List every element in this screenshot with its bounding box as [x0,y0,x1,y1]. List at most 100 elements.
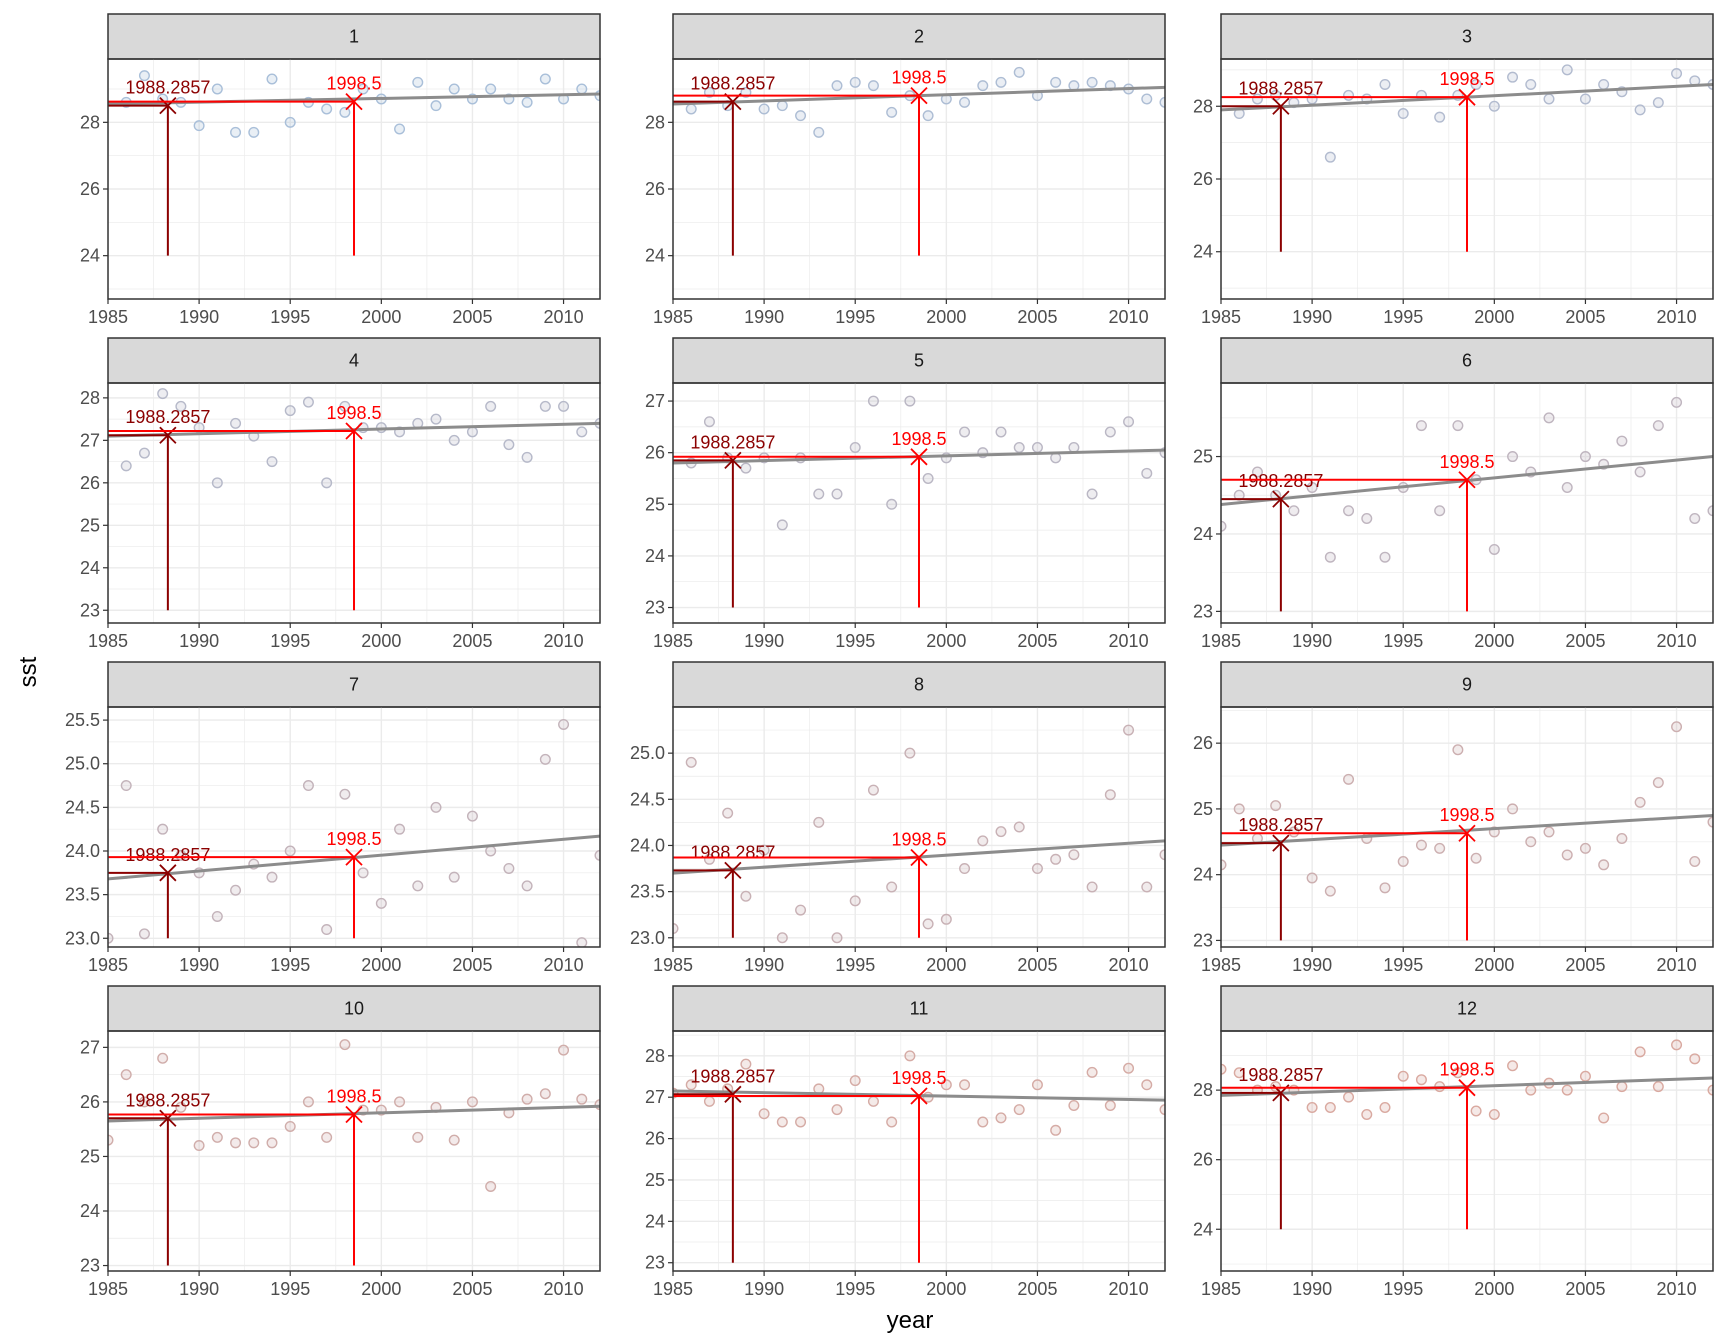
x-tick-label: 1995 [270,1279,310,1299]
panel-strip-label: 8 [914,675,924,695]
data-point [1634,1046,1646,1058]
panel-strip-label: 1 [349,27,359,47]
marker-cross [159,1109,177,1127]
y-tick-label: 25.0 [630,743,665,763]
x-tick-label: 1990 [179,307,219,327]
data-point [1050,1124,1062,1136]
data-point [1488,543,1500,555]
x-tick-label: 1995 [270,631,310,651]
data-point [886,1116,898,1128]
x-tick-label: 2010 [544,631,584,651]
data-point [594,849,600,861]
panel-8: 8 1988.2857 1998.5 23.0 23.5 24.0 24.5 25.0 1985… [630,661,1166,975]
data-point [758,844,770,856]
x-tick-label: 2000 [361,631,401,651]
data-point [1525,836,1537,848]
data-point [703,1095,715,1107]
marker-cross [910,848,928,867]
plot-area: 1988.2857 1998.5 [673,1050,1165,1263]
panel-strip [1220,985,1714,1032]
data-point [284,405,296,417]
data-point [1616,833,1628,845]
data-point [138,1096,150,1108]
data-point [1543,412,1555,424]
marker-label: 1998.5 [326,1086,381,1106]
marker-label: 1998.5 [1439,805,1494,825]
y-tick-label: 26 [645,1129,665,1149]
x-tick-label: 2000 [361,307,401,327]
data-point [776,519,788,531]
y-tick-label: 24.0 [65,841,100,861]
data-point [284,1120,296,1132]
x-tick-label: 2000 [926,307,966,327]
panel-strip-label: 6 [1462,351,1472,371]
data-point [1434,505,1446,517]
marker-label: 1998.5 [891,68,946,88]
data-point [503,439,515,451]
data-point [1616,435,1628,447]
data-point [1671,721,1683,733]
data-point [466,810,478,822]
data-point [339,400,351,412]
data-point [922,918,934,930]
data-point [1616,1081,1628,1093]
data-point [1343,89,1355,101]
data-point [813,488,825,500]
data-point [1068,442,1080,454]
plot-area: 1988.2857 1998.5 [108,388,600,611]
panel-strip [672,661,1166,708]
panel-strip-label: 11 [910,999,929,1019]
data-point [430,100,442,112]
y-tick-label: 26 [80,1092,100,1112]
data-point [1013,1104,1025,1116]
y-tick-label: 23.0 [630,928,665,948]
data-point [1543,93,1555,105]
data-point [1579,842,1591,854]
data-point [321,1131,333,1143]
data-point [357,867,369,879]
data-point [813,126,825,138]
x-tick-label: 1985 [1201,1279,1241,1299]
plot-area: 1988.2857 1998.5 [1221,721,1713,941]
panel-strip-label: 7 [349,675,359,695]
x-tick-label: 2000 [361,1279,401,1299]
data-point [849,895,861,907]
y-tick-label: 28 [1193,1080,1213,1100]
y-tick-label: 26 [1193,169,1213,189]
y-tick-label: 25 [80,1146,100,1166]
panel-strip [1220,661,1714,708]
data-point [1343,773,1355,785]
panel-7: 7 1988.2857 1998.5 23.0 23.5 24.0 24.5 25.0 25.5… [65,661,601,975]
data-point [1288,826,1300,838]
data-point [394,823,406,835]
marker-cross [1458,471,1476,489]
x-tick-label: 1990 [744,307,784,327]
y-tick-label: 23 [80,600,100,620]
y-tick-label: 24 [1193,524,1213,544]
data-point [1598,78,1610,90]
data-point [466,426,478,438]
data-point [1452,1067,1464,1079]
data-point [1652,97,1664,109]
x-tick-label: 1995 [1383,1279,1423,1299]
data-point [1671,68,1683,80]
marker-cross [724,451,742,470]
data-point [1221,859,1227,871]
y-tick-label: 26 [645,179,665,199]
panel-4: 4 1988.2857 1998.5 23 24 25 26 27 28 1985 1990 1995… [80,337,601,651]
data-point [430,801,442,813]
data-point [266,1137,278,1149]
panel-strip [672,985,1166,1032]
data-point [503,862,515,874]
marker-label: 1988.2857 [690,1066,775,1086]
marker-label: 1988.2857 [1238,815,1323,835]
x-tick-label: 1990 [1292,631,1332,651]
marker-cross [159,97,177,115]
x-tick-label: 1985 [88,1279,128,1299]
data-point [1123,416,1135,428]
data-point [867,80,879,92]
marker-cross [724,1085,742,1103]
data-point [1652,777,1664,789]
y-tick-label: 27 [80,430,100,450]
data-point [867,1095,879,1107]
